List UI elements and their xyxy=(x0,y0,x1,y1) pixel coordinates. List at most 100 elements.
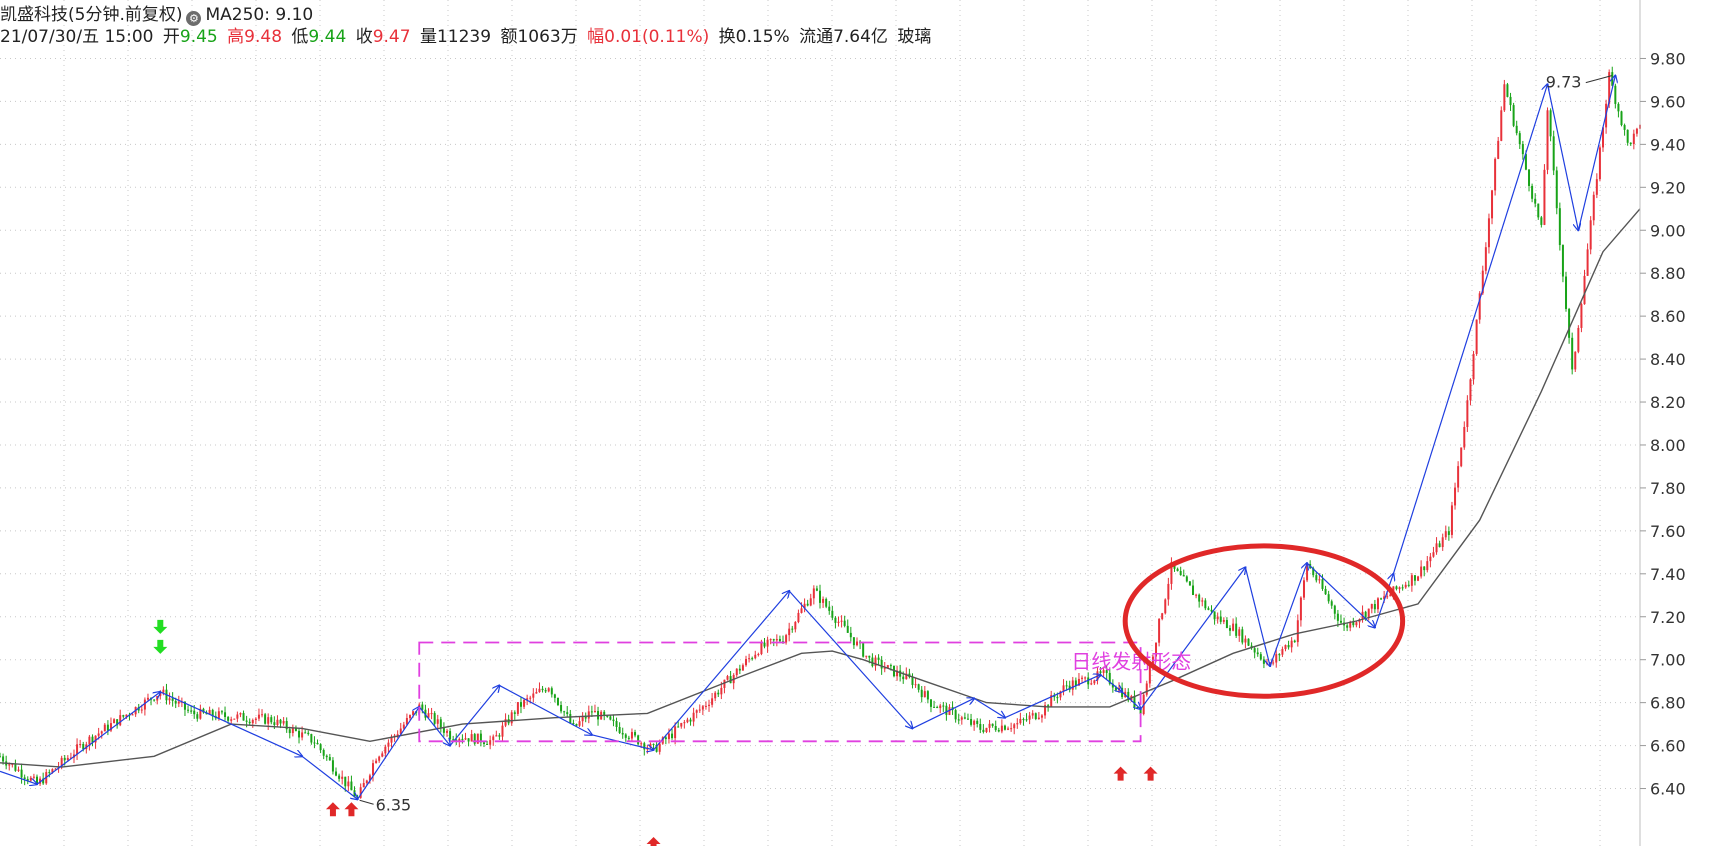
candle-body xyxy=(335,771,338,776)
high-label-pointer xyxy=(1585,75,1612,84)
candle-body xyxy=(251,719,254,724)
candle-body xyxy=(526,698,529,700)
candle-body xyxy=(359,787,362,798)
candle-body xyxy=(717,692,720,695)
candle-body xyxy=(1491,190,1494,219)
candle-body xyxy=(489,740,492,745)
candle-body xyxy=(119,715,122,726)
candle-body xyxy=(1155,642,1158,657)
candle-body xyxy=(979,723,982,730)
candle-body xyxy=(458,738,461,742)
candle-body xyxy=(1198,594,1201,602)
buy-signal-arrow xyxy=(325,802,340,817)
candle-body xyxy=(834,617,837,623)
high-price-label: 9.73 xyxy=(1546,73,1582,92)
candle-body xyxy=(177,701,180,704)
candle-body xyxy=(1127,691,1130,701)
candle-body xyxy=(960,717,963,720)
candle-body xyxy=(1407,584,1410,586)
zigzag-segment xyxy=(973,697,1005,717)
candle-body xyxy=(957,719,960,721)
candle-body xyxy=(840,620,843,622)
candle-body xyxy=(199,708,202,719)
candle-body xyxy=(815,588,818,591)
zigzag-segment xyxy=(449,685,499,746)
candle-body xyxy=(310,734,313,743)
candle-body xyxy=(751,658,754,660)
candle-body xyxy=(1272,662,1275,664)
candle-body xyxy=(1265,662,1268,664)
candle-body xyxy=(865,655,868,657)
y-tick-label: 7.80 xyxy=(1650,479,1686,498)
candle-body xyxy=(479,733,482,743)
candle-body xyxy=(1256,652,1259,655)
candle-body xyxy=(254,718,257,720)
candle-body xyxy=(8,764,11,766)
candle-body xyxy=(1151,656,1154,666)
candle-body xyxy=(778,638,781,642)
candle-body xyxy=(32,776,35,778)
candle-body xyxy=(1574,351,1577,370)
candle-body xyxy=(285,720,288,730)
candle-body xyxy=(1087,677,1090,685)
candle-body xyxy=(874,657,877,667)
candle-body xyxy=(819,590,821,603)
candle-body xyxy=(1367,608,1370,617)
zigzag-segment xyxy=(653,591,790,751)
zigzag-lines xyxy=(0,76,1615,800)
candle-body xyxy=(757,654,760,656)
candle-body xyxy=(1195,594,1198,596)
candle-body xyxy=(470,734,473,742)
low-value: 9.44 xyxy=(308,27,347,47)
candle-body xyxy=(1182,575,1185,577)
close-value: 9.47 xyxy=(372,27,411,47)
candle-body xyxy=(917,684,920,690)
candle-body xyxy=(1176,568,1179,572)
candle-body xyxy=(162,689,165,693)
candle-body xyxy=(1494,158,1497,191)
candle-body xyxy=(1503,84,1506,111)
candle-body xyxy=(871,657,874,667)
candle-body xyxy=(760,642,763,655)
candle-body xyxy=(1441,537,1444,548)
candle-body xyxy=(1632,133,1635,145)
candle-body xyxy=(741,665,744,671)
candle-body xyxy=(609,716,612,720)
zigzag-segment xyxy=(1546,84,1579,230)
zigzag-segment xyxy=(1306,562,1375,627)
candle-body xyxy=(704,705,707,707)
candle-body xyxy=(1521,144,1524,155)
sector-label: 玻璃 xyxy=(897,27,932,47)
candle-body xyxy=(190,710,193,712)
zigzag-segment xyxy=(591,734,654,750)
stock-title: 凯盛科技(5分钟.前复权) xyxy=(0,5,183,25)
zigzag-segment xyxy=(160,691,302,756)
candle-body xyxy=(945,705,948,715)
candle-body xyxy=(495,735,498,737)
candle-body xyxy=(1275,654,1278,663)
candle-body xyxy=(131,714,134,716)
candle-body xyxy=(1293,640,1296,643)
candle-body xyxy=(1290,640,1293,648)
ma-settings-icon[interactable]: ⚙ xyxy=(186,11,202,26)
buy-signal-arrow xyxy=(344,802,359,817)
candle-body xyxy=(153,699,156,701)
candle-body xyxy=(316,742,319,745)
close-label: 收 xyxy=(355,27,373,47)
candle-body xyxy=(1352,621,1355,626)
candle-body xyxy=(1235,623,1238,636)
candle-body xyxy=(1487,218,1490,248)
candle-body xyxy=(261,714,264,716)
candle-body xyxy=(436,719,439,724)
candle-body xyxy=(1460,447,1463,467)
candle-body xyxy=(51,769,54,773)
low-label-pointer xyxy=(359,799,374,805)
candle-body xyxy=(1373,604,1376,610)
candle-body xyxy=(942,705,945,707)
candle-body xyxy=(553,694,556,698)
candle-body xyxy=(1528,169,1531,186)
candle-body xyxy=(1457,466,1460,488)
amount-label: 额 xyxy=(500,27,518,47)
high-label: 高 xyxy=(227,27,245,47)
